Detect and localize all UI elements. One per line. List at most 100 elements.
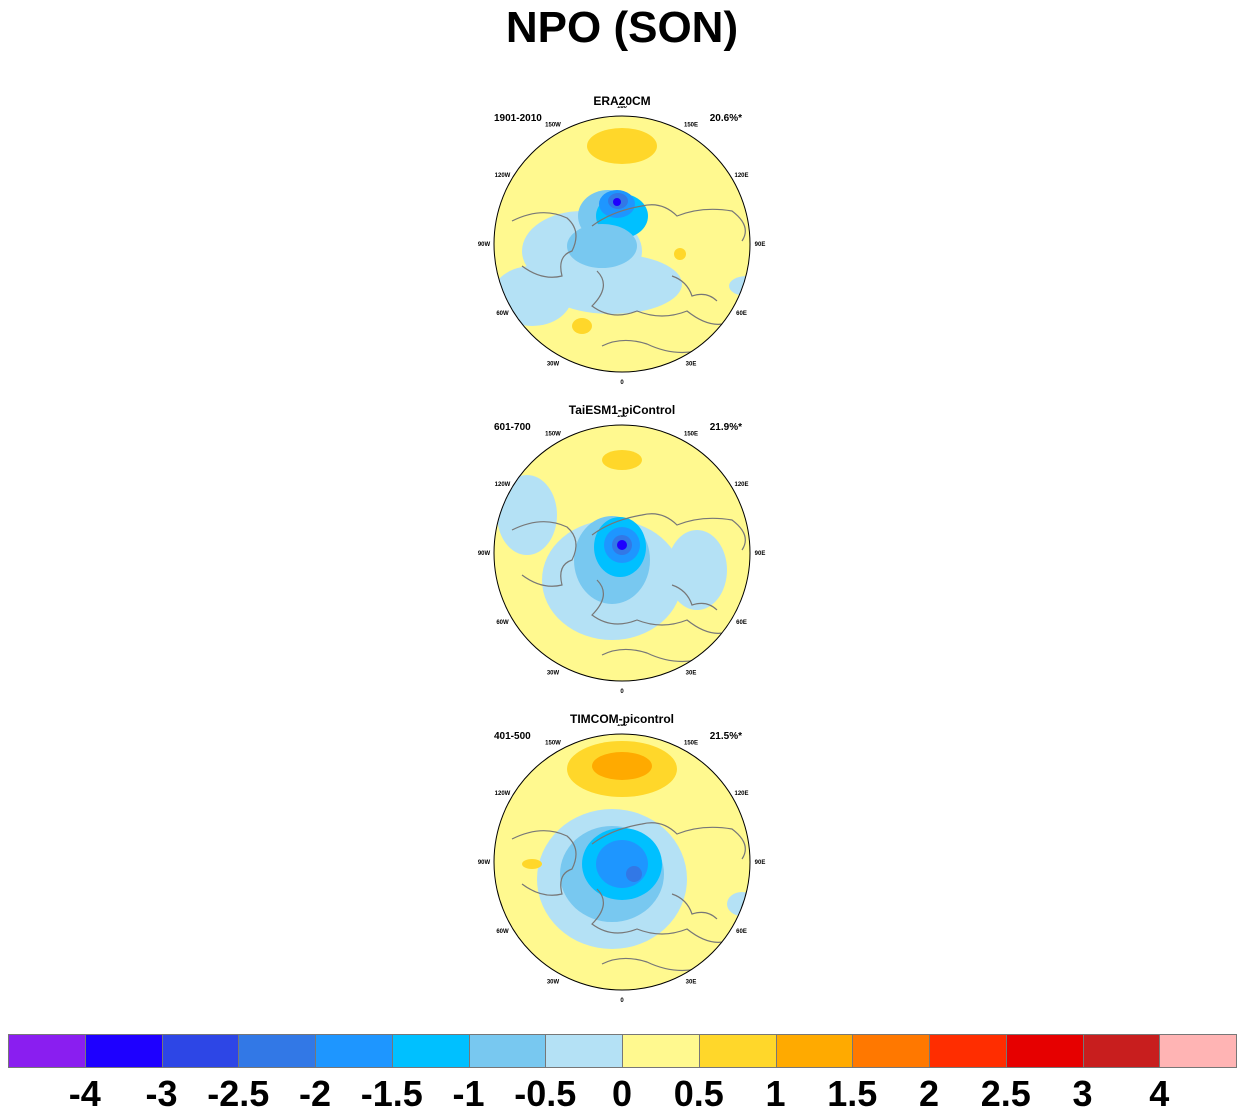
longitude-label: 90E xyxy=(755,551,766,557)
field-contour xyxy=(674,248,686,260)
colorbar-box xyxy=(315,1034,393,1068)
coastline xyxy=(671,584,718,611)
variance-label: 21.5%* xyxy=(709,731,742,742)
anomaly-field xyxy=(494,128,750,372)
field-contour xyxy=(572,318,592,334)
polar-map: 180 150E 120E 90E 60E 30E 0 30W 60W 90W 120W 150W xyxy=(478,724,766,1004)
coastline xyxy=(671,893,718,920)
field-contour xyxy=(727,892,750,916)
map-panel-era20cm: ERA20CM 1901-2010 20.6%* 180 150E 120E 90E 6… xyxy=(472,94,772,394)
coastline xyxy=(511,521,577,587)
field-contour xyxy=(667,530,727,610)
colorbar-label: -4 xyxy=(68,1073,101,1114)
colorbar-label: -2.5 xyxy=(207,1073,270,1114)
colorbar-label: 4 xyxy=(1149,1073,1170,1114)
colorbar-label: 1.5 xyxy=(827,1073,878,1114)
longitude-label: 0 xyxy=(620,998,624,1004)
longitude-label: 90W xyxy=(478,242,491,248)
longitude-label: 30E xyxy=(686,980,697,986)
anomaly-field xyxy=(511,741,750,990)
longitude-label: 0 xyxy=(620,689,624,695)
colorbar-label: 1 xyxy=(765,1073,786,1114)
coastline xyxy=(591,204,746,242)
map-border xyxy=(493,733,751,991)
coastline xyxy=(671,275,718,302)
colorbar-label: 3 xyxy=(1072,1073,1093,1114)
colorbar-box xyxy=(852,1034,930,1068)
colorbar-label: -3 xyxy=(145,1073,178,1114)
colorbar-box xyxy=(1082,1034,1161,1068)
period-label: 401-500 xyxy=(494,731,531,742)
coastline xyxy=(591,822,746,860)
field-contour xyxy=(522,859,542,869)
field-contour xyxy=(497,475,557,555)
longitude-label: 150E xyxy=(684,431,698,437)
anomaly-field xyxy=(497,450,746,681)
polar-map: 180 150E 120E 90E 60E 30E 0 30W 60W 90W 120W 150W xyxy=(478,415,766,695)
coastline xyxy=(591,513,746,551)
longitude-label: 120W xyxy=(495,482,511,488)
panel-title: ERA20CM xyxy=(593,94,651,108)
colorbar-label: 0.5 xyxy=(673,1073,724,1114)
field-contour xyxy=(617,540,627,550)
map-panel-taiesm1: TaiESM1-piControl 601-700 21.9%* 180 150E… xyxy=(472,403,772,703)
longitude-label: 120W xyxy=(495,791,511,797)
field-contour xyxy=(729,276,750,296)
colorbar-box xyxy=(929,1034,1007,1068)
map-panel-timcom: TIMCOM-picontrol 401-500 21.5%* 180 150E 1… xyxy=(472,712,772,1012)
colorbar-label: 2 xyxy=(918,1073,940,1114)
colorbar-box xyxy=(545,1034,623,1068)
longitude-label: 120W xyxy=(495,173,511,179)
panel-title: TaiESM1-piControl xyxy=(568,403,676,417)
longitude-label: 30E xyxy=(686,671,697,677)
coastline xyxy=(591,888,733,943)
polar-map: 180 150E 120E 90E 60E 30E 0 30W 60W 90W 120W 150W xyxy=(478,106,766,386)
longitude-label: 150W xyxy=(545,431,561,437)
colorbar-box xyxy=(161,1034,240,1068)
longitude-label: 60W xyxy=(496,620,509,626)
longitude-label: 150E xyxy=(684,740,698,746)
longitude-label: 30E xyxy=(686,362,697,368)
longitude-label: 150W xyxy=(545,740,561,746)
longitude-label: 180 xyxy=(617,415,628,419)
coastline xyxy=(591,579,733,634)
field-contour xyxy=(626,866,642,882)
longitude-label: 150W xyxy=(545,122,561,128)
longitude-label: 60W xyxy=(496,311,509,317)
colorbar-box xyxy=(775,1034,854,1068)
field-contour xyxy=(542,254,682,314)
variance-label: 20.6%* xyxy=(709,113,742,124)
colorbar-label: 0 xyxy=(611,1073,633,1114)
colorbar-label: -1 xyxy=(452,1073,485,1114)
colorbar-box xyxy=(84,1034,163,1068)
variance-label: 21.9%* xyxy=(709,422,742,433)
longitude-label: 90W xyxy=(478,860,491,866)
longitude-label: 60E xyxy=(736,620,747,626)
coastline xyxy=(511,830,577,896)
longitude-label: 180 xyxy=(617,724,628,728)
field-contour xyxy=(613,198,621,206)
period-label: 1901-2010 xyxy=(494,113,542,124)
coastline xyxy=(511,212,577,278)
colorbar-label: -2 xyxy=(298,1073,332,1114)
colorbar-box xyxy=(238,1034,316,1068)
colorbar xyxy=(8,1034,1237,1068)
field-contour xyxy=(596,840,648,888)
longitude-label: 30W xyxy=(547,362,560,368)
longitude-label: 60E xyxy=(736,311,747,317)
field-contour xyxy=(602,450,642,470)
colorbar-label: -1.5 xyxy=(360,1073,423,1114)
longitude-label: 90W xyxy=(478,551,491,557)
longitude-label: 90E xyxy=(755,242,766,248)
colorbar-box xyxy=(622,1034,700,1068)
period-label: 601-700 xyxy=(494,422,531,433)
coastline xyxy=(591,270,733,325)
colorbar-label: -0.5 xyxy=(514,1073,577,1114)
longitude-label: 30W xyxy=(547,980,560,986)
longitude-label: 60W xyxy=(496,929,509,935)
colorbar-box xyxy=(391,1034,470,1068)
colorbar-box xyxy=(468,1034,547,1068)
colorbar-box xyxy=(8,1034,86,1068)
panel-title: TIMCOM-picontrol xyxy=(570,712,674,726)
map-border xyxy=(493,115,751,373)
